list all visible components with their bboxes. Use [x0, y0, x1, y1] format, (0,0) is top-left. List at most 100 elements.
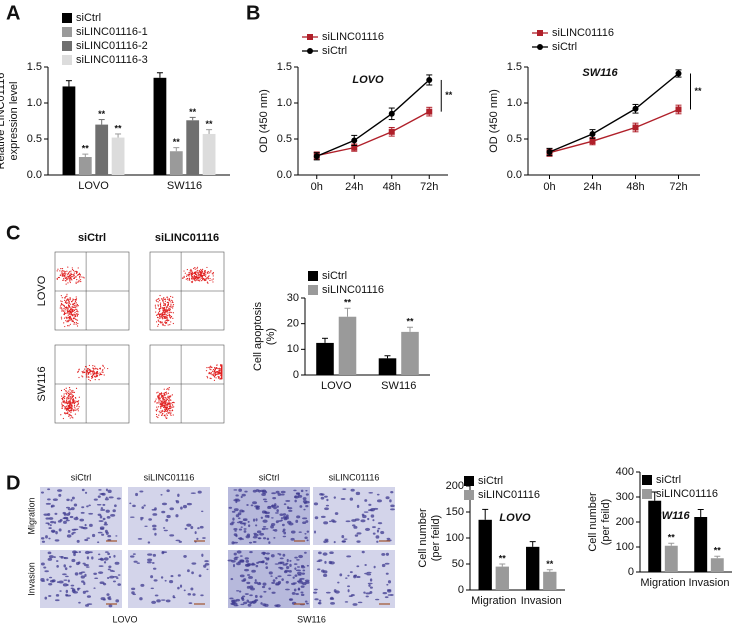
- event-dot: [213, 369, 216, 371]
- event-dot: [166, 403, 168, 405]
- event-dot: [194, 279, 196, 281]
- event-dot: [221, 378, 223, 380]
- event-dot: [169, 306, 171, 308]
- cell: [233, 604, 239, 607]
- event-dot: [163, 397, 165, 399]
- cell: [354, 534, 359, 537]
- micrograph: [313, 487, 395, 545]
- event-dot: [70, 406, 72, 408]
- cell: [318, 559, 323, 562]
- cell: [183, 589, 186, 592]
- event-dot: [68, 316, 70, 318]
- event-dot: [215, 377, 217, 379]
- cell: [85, 566, 90, 568]
- event-dot: [72, 398, 75, 401]
- cell: [108, 604, 113, 608]
- cell: [236, 562, 241, 566]
- error-bar: [546, 569, 553, 572]
- cell: [48, 595, 52, 598]
- event-dot: [167, 298, 169, 300]
- cell: [70, 587, 74, 590]
- event-dot: [69, 400, 71, 402]
- legend-swatch: [62, 13, 72, 23]
- event-dot: [167, 412, 169, 414]
- cell: [270, 554, 275, 558]
- cell: [276, 505, 279, 508]
- y-tick-label: 0.0: [277, 169, 292, 181]
- cell: [151, 562, 155, 564]
- x-tick-label: LOVO: [321, 380, 352, 392]
- cell: [300, 591, 304, 594]
- event-dot: [71, 309, 74, 312]
- bar: [664, 545, 678, 572]
- event-dot: [66, 408, 69, 411]
- event-dot: [69, 389, 71, 391]
- event-dot: [70, 273, 73, 276]
- flow-plot: [54, 344, 130, 424]
- event-dot: [169, 324, 171, 326]
- cell: [264, 528, 269, 530]
- point: [632, 124, 639, 131]
- event-dot: [61, 406, 63, 408]
- cell: [79, 518, 85, 522]
- cell: [284, 569, 290, 573]
- event-dot: [79, 273, 81, 275]
- point: [426, 108, 433, 115]
- cell: [340, 498, 346, 500]
- cell: [147, 558, 153, 562]
- event-dot: [65, 300, 68, 302]
- event-dot: [82, 376, 84, 378]
- cell: [115, 599, 120, 603]
- event-dot: [190, 275, 193, 277]
- y-tick-label: 1.5: [277, 61, 292, 73]
- event-dot: [75, 302, 77, 304]
- cell: [262, 582, 267, 586]
- event-dot: [159, 399, 162, 401]
- cell: [239, 559, 245, 563]
- cell: [324, 560, 327, 564]
- event-dot: [65, 300, 67, 302]
- event-dot: [71, 268, 74, 271]
- event-dot: [188, 273, 191, 276]
- cell: [72, 591, 79, 594]
- event-dot: [73, 303, 76, 305]
- event-dot: [67, 266, 69, 268]
- event-dot: [66, 407, 68, 410]
- cell: [54, 512, 58, 515]
- event-dot: [161, 314, 163, 316]
- cell: [271, 492, 276, 495]
- event-dot: [191, 280, 194, 282]
- cell: [267, 557, 270, 560]
- cell: [85, 590, 89, 593]
- x-tick-label: 0h: [311, 181, 323, 193]
- cell: [241, 598, 245, 601]
- series-line: [549, 72, 679, 153]
- column-label: siLINC01116: [144, 472, 195, 482]
- cell: [305, 520, 309, 523]
- event-dot: [69, 310, 72, 312]
- cell: [347, 589, 350, 593]
- cell: [353, 575, 357, 579]
- event-dot: [165, 313, 167, 316]
- cell: [305, 493, 309, 496]
- cell: [133, 560, 138, 563]
- event-dot: [63, 279, 65, 281]
- cell: [341, 540, 346, 543]
- cell: [297, 492, 301, 496]
- event-dot: [72, 395, 74, 397]
- event-dot: [194, 268, 196, 270]
- event-dot: [169, 316, 171, 318]
- event-dot: [168, 410, 171, 412]
- event-dot: [187, 279, 189, 281]
- cell: [161, 551, 168, 554]
- event-dot: [159, 299, 161, 302]
- cell: [236, 590, 240, 592]
- event-dot: [89, 371, 92, 373]
- cell: [244, 557, 249, 560]
- event-dot: [65, 392, 67, 394]
- event-dot: [188, 275, 190, 277]
- cell: [160, 576, 164, 579]
- event-dot: [68, 311, 70, 313]
- cell: [43, 566, 47, 569]
